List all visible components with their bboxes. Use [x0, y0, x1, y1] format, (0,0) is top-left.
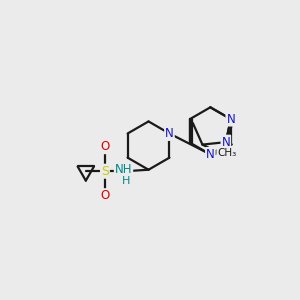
Text: NH: NH	[115, 163, 132, 176]
Text: N: N	[206, 148, 215, 161]
Text: N: N	[221, 136, 230, 148]
Text: N: N	[165, 127, 174, 140]
Text: O: O	[100, 189, 110, 202]
Text: O: O	[100, 140, 110, 153]
Text: H: H	[122, 176, 130, 186]
Text: N: N	[226, 112, 235, 126]
Text: CH₃: CH₃	[217, 148, 236, 158]
Text: S: S	[101, 165, 109, 178]
